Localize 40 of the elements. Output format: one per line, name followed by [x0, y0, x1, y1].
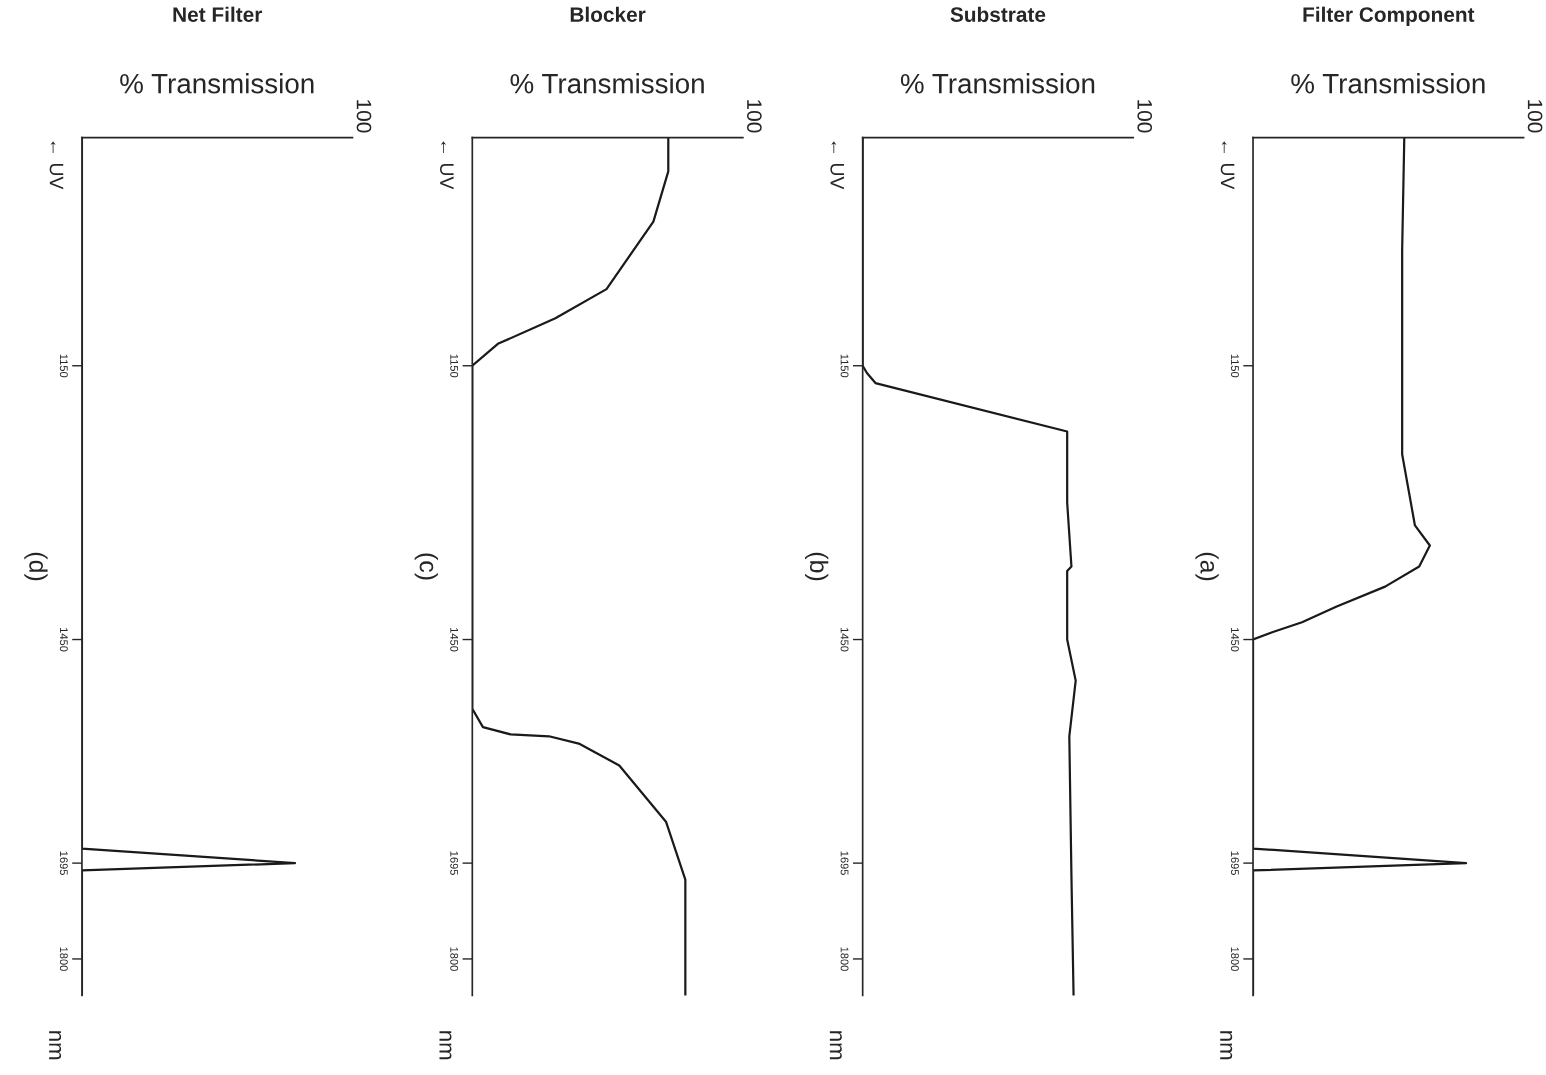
text: 100: [746, 100, 762, 133]
y-tick-label: 1695: [450, 851, 459, 876]
text: ← UV: [830, 141, 844, 190]
x-axis-title: % Transmission: [510, 73, 704, 94]
y-tick-label: 1450: [59, 628, 68, 652]
chart-title: Blocker: [570, 6, 646, 22]
y-tick-label: 1450: [450, 628, 459, 652]
y-tick-label: 1800: [840, 947, 849, 971]
y-tick-label: 1150: [450, 354, 459, 378]
y-tick-label: 1800: [1230, 947, 1239, 971]
y-tick-label: 1150: [1230, 354, 1239, 378]
text: 100: [356, 100, 372, 133]
y-tick-label: 1150: [840, 354, 849, 378]
y-tick-label: 1695: [1230, 851, 1239, 876]
y-tick-label: 1800: [59, 947, 68, 971]
x-axis-title: % Transmission: [1291, 73, 1485, 94]
y-tick-label: 1150: [59, 354, 68, 378]
text: (c): [414, 553, 438, 580]
x-axis-title: % Transmission: [900, 73, 1095, 94]
text: (d): [24, 552, 48, 581]
y-tick-label: 1450: [840, 628, 849, 652]
chart-title: Net Filter: [173, 6, 263, 22]
y-axis-title: nm: [1220, 1031, 1233, 1060]
chart-title: Substrate: [950, 6, 1046, 22]
text: (a): [1195, 552, 1219, 581]
y-tick-label: 1450: [1230, 628, 1239, 652]
text: ← UV: [440, 141, 454, 190]
chart-title: Filter Component: [1303, 6, 1475, 27]
y-axis-title: nm: [439, 1031, 452, 1060]
y-axis-title: nm: [49, 1031, 62, 1060]
y-tick-label: 1695: [59, 851, 68, 876]
x-axis-title: % Transmission: [120, 73, 314, 94]
text: ← UV: [49, 141, 64, 190]
y-tick-label: 1695: [840, 851, 849, 876]
text: ← UV: [1220, 141, 1235, 190]
y-axis-title: nm: [829, 1031, 842, 1060]
text: (b): [805, 552, 829, 581]
y-tick-label: 1800: [450, 947, 459, 971]
text: 100: [1527, 100, 1543, 133]
text: 100: [1137, 100, 1153, 133]
